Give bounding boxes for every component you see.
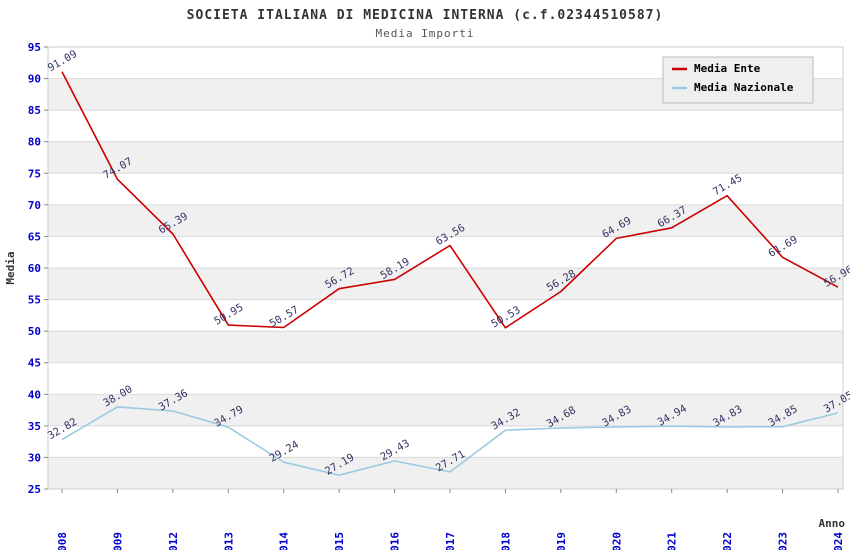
- x-tick-label: 2017: [444, 532, 457, 550]
- legend-item: Media Ente: [672, 62, 761, 75]
- y-tick-label: 85: [28, 104, 41, 117]
- y-tick-label: 60: [28, 262, 41, 275]
- grid-band: [48, 331, 843, 363]
- x-tick-label: 2019: [555, 532, 568, 550]
- y-tick-label: 80: [28, 136, 41, 149]
- x-tick-label: 2012: [167, 532, 180, 550]
- y-tick-label: 25: [28, 483, 41, 496]
- y-tick-label: 55: [28, 294, 41, 307]
- series-line-media-ente: [61, 71, 839, 329]
- y-tick-label: 65: [28, 230, 41, 243]
- grid-band: [48, 268, 843, 300]
- legend: Media Ente Media Nazionale: [662, 56, 814, 104]
- grid-band: [48, 110, 843, 142]
- grid-band: [48, 204, 843, 237]
- y-tick-label: 95: [28, 41, 41, 54]
- y-tick-label: 45: [28, 357, 41, 370]
- grid-band: [48, 457, 843, 489]
- grid-band: [48, 173, 843, 205]
- x-tick-label: 2016: [389, 532, 402, 550]
- legend-box: [662, 56, 814, 104]
- x-tick-label: 2008: [56, 532, 69, 550]
- y-tick-label: 75: [28, 167, 41, 180]
- x-tick-label: 2023: [777, 532, 790, 550]
- x-tick-label: 2014: [278, 532, 291, 550]
- grid-band: [48, 141, 843, 174]
- y-axis-title: Media: [4, 251, 17, 284]
- y-tick-label: 30: [28, 451, 41, 464]
- grid-band: [48, 236, 843, 268]
- x-tick-label: 2013: [222, 532, 235, 550]
- grid-band: [48, 362, 843, 395]
- x-tick-label: 2015: [333, 532, 346, 550]
- y-tick-label: 35: [28, 420, 41, 433]
- legend-item: Media Nazionale: [672, 81, 794, 94]
- x-tick-label: 2024: [832, 532, 845, 550]
- x-tick-label: 2022: [721, 532, 734, 550]
- chart-subtitle: Media Importi: [375, 27, 475, 40]
- x-tick-label: 2020: [610, 532, 623, 550]
- y-tick-label: 50: [28, 325, 41, 338]
- legend-label: Media Nazionale: [694, 81, 794, 94]
- x-tick-label: 2009: [111, 532, 124, 550]
- x-tick-label: 2018: [499, 532, 512, 550]
- grid-band: [48, 299, 843, 332]
- chart-title: SOCIETA ITALIANA DI MEDICINA INTERNA (c.…: [186, 8, 664, 23]
- y-tick-label: 70: [28, 199, 41, 212]
- y-tick-label: 40: [28, 388, 41, 401]
- grid-band: [48, 394, 843, 426]
- grid-band: [48, 425, 843, 458]
- y-tick-label: 90: [28, 73, 41, 86]
- x-tick-label: 2021: [666, 532, 679, 550]
- x-axis-title: Anno: [819, 517, 846, 530]
- series-line-media-nazionale: [61, 406, 839, 477]
- legend-label: Media Ente: [694, 62, 761, 75]
